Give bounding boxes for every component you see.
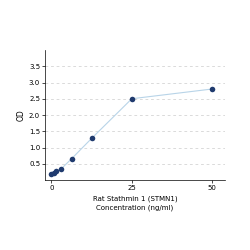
Point	[50, 172, 54, 176]
Point	[70, 157, 73, 161]
Y-axis label: OD: OD	[17, 109, 26, 121]
Point	[60, 166, 64, 170]
Point	[52, 171, 56, 175]
Point	[54, 169, 58, 173]
Point	[90, 136, 94, 140]
Point	[130, 97, 134, 101]
X-axis label: Rat Stathmin 1 (STMN1)
Concentration (ng/ml): Rat Stathmin 1 (STMN1) Concentration (ng…	[93, 195, 177, 211]
Point	[210, 87, 214, 91]
